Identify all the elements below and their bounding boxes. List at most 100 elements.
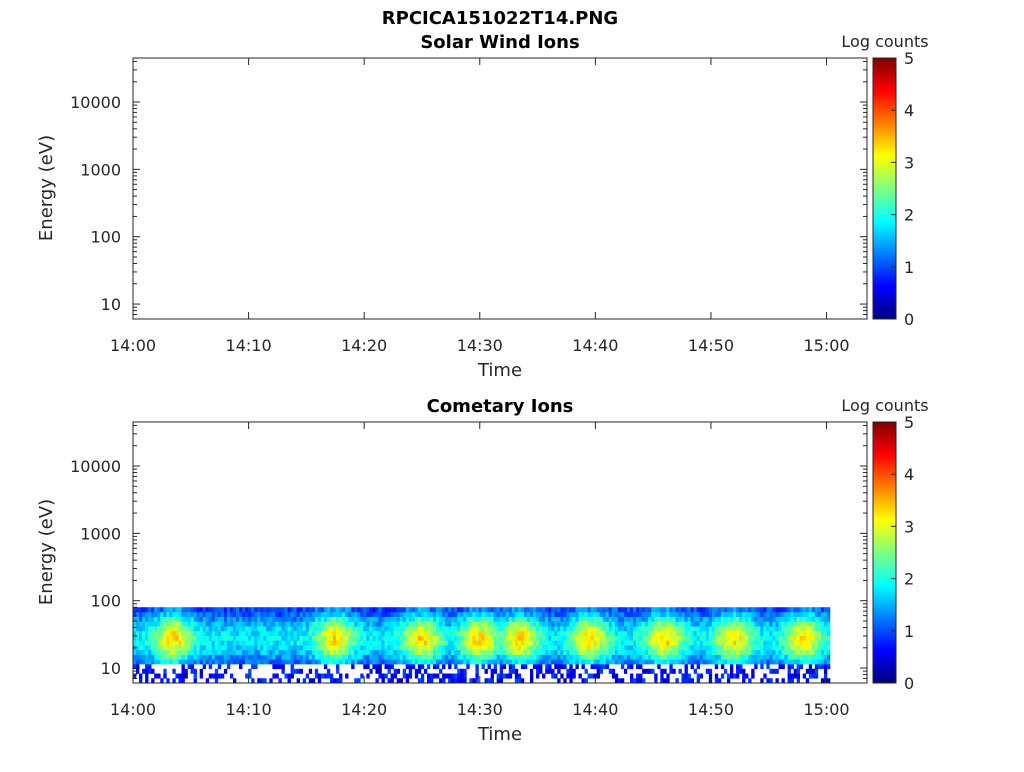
heatmap-cell (518, 626, 521, 631)
heatmap-cell (609, 636, 612, 641)
heatmap-cell (166, 621, 169, 626)
heatmap-cell (257, 655, 260, 660)
heatmap-cell (436, 617, 439, 622)
heatmap-cell (442, 631, 445, 636)
heatmap-cell (175, 640, 178, 645)
heatmap-cell (757, 626, 760, 631)
heatmap-cell (248, 626, 251, 631)
heatmap-cell (475, 626, 478, 631)
heatmap-cell (221, 650, 224, 655)
heatmap-cell (769, 650, 772, 655)
heatmap-cell (775, 669, 778, 674)
heatmap-cell (518, 631, 521, 636)
heatmap-cell (812, 669, 815, 674)
heatmap-cell (597, 607, 600, 612)
heatmap-cell (254, 640, 257, 645)
heatmap-cell (678, 607, 681, 612)
heatmap-cell (145, 621, 148, 626)
heatmap-cell (703, 621, 706, 626)
heatmap-cell (139, 659, 142, 664)
heatmap-cell (148, 626, 151, 631)
heatmap-cell (600, 664, 603, 669)
heatmap-cell (597, 612, 600, 617)
heatmap-cell (294, 612, 297, 617)
heatmap-cell (806, 659, 809, 664)
heatmap-cell (682, 650, 685, 655)
heatmap-cell (578, 621, 581, 626)
heatmap-cell (485, 655, 488, 660)
heatmap-cell (303, 645, 306, 650)
heatmap-cell (675, 655, 678, 660)
heatmap-cell (691, 640, 694, 645)
heatmap-cell (709, 621, 712, 626)
heatmap-cell (306, 621, 309, 626)
heatmap-cell (306, 655, 309, 660)
heatmap-cell (697, 655, 700, 660)
heatmap-cell (657, 650, 660, 655)
heatmap-cell (297, 645, 300, 650)
heatmap-cell (518, 655, 521, 660)
heatmap-cell (678, 640, 681, 645)
heatmap-cell (427, 650, 430, 655)
heatmap-cell (175, 636, 178, 641)
heatmap-cell (482, 664, 485, 669)
heatmap-cell (400, 640, 403, 645)
heatmap-cell (378, 650, 381, 655)
heatmap-cell (178, 636, 181, 641)
heatmap-cell (427, 655, 430, 660)
heatmap-cell (248, 659, 251, 664)
heatmap-cell (651, 669, 654, 674)
heatmap-cell (327, 659, 330, 664)
heatmap-cell (209, 655, 212, 660)
heatmap-cell (536, 612, 539, 617)
heatmap-cell (545, 664, 548, 669)
heatmap-cell (457, 659, 460, 664)
heatmap-cell (809, 636, 812, 641)
heatmap-cell (160, 612, 163, 617)
heatmap-cell (239, 626, 242, 631)
heatmap-cell (791, 626, 794, 631)
heatmap-cell (697, 621, 700, 626)
heatmap-cell (675, 621, 678, 626)
heatmap-cell (175, 674, 178, 679)
heatmap-cell (415, 617, 418, 622)
x-tick-label: 14:30 (457, 336, 503, 355)
heatmap-cell (533, 664, 536, 669)
heatmap-cell (175, 607, 178, 612)
heatmap-cell (539, 621, 542, 626)
heatmap-cell (330, 674, 333, 679)
heatmap-cell (469, 636, 472, 641)
heatmap-cell (512, 669, 515, 674)
heatmap-cell (745, 626, 748, 631)
heatmap-cell (218, 640, 221, 645)
heatmap-cell (742, 617, 745, 622)
heatmap-cell (269, 636, 272, 641)
heatmap-cell (351, 645, 354, 650)
heatmap-cell (530, 645, 533, 650)
heatmap-cell (685, 617, 688, 622)
heatmap-cell (357, 621, 360, 626)
heatmap-cell (300, 626, 303, 631)
heatmap-cell (678, 655, 681, 660)
heatmap-cell (703, 607, 706, 612)
heatmap-cell (657, 645, 660, 650)
heatmap-cell (442, 650, 445, 655)
heatmap-cell (682, 674, 685, 679)
colorbar-label: Log counts (841, 396, 928, 415)
heatmap-cell (512, 617, 515, 622)
heatmap-cell (803, 612, 806, 617)
heatmap-cell (627, 640, 630, 645)
heatmap-cell (218, 617, 221, 622)
heatmap-cell (818, 612, 821, 617)
heatmap-cell (591, 617, 594, 622)
heatmap-cell (654, 640, 657, 645)
heatmap-cell (151, 612, 154, 617)
heatmap-cell (569, 640, 572, 645)
heatmap-cell (291, 621, 294, 626)
heatmap-cell (642, 621, 645, 626)
heatmap-cell (215, 674, 218, 679)
heatmap-cell (609, 645, 612, 650)
heatmap-cell (763, 655, 766, 660)
heatmap-cell (412, 607, 415, 612)
heatmap-cell (721, 631, 724, 636)
